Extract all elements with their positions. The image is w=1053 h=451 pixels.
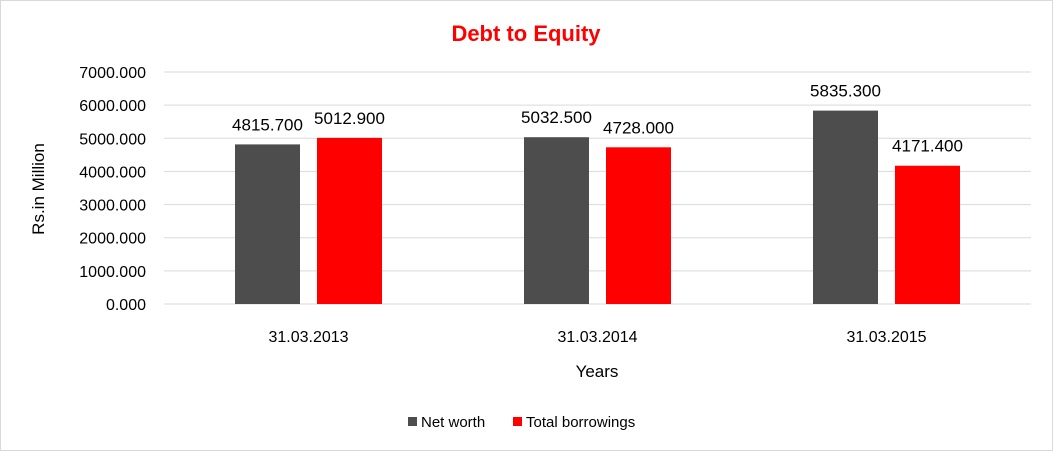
data-label: 5032.500 [521,108,592,127]
data-labels: 4815.700 5012.900 5032.500 4728.000 5835.300… [232,82,963,156]
x-tick-label: 31.03.2013 [268,329,348,346]
data-label: 5012.900 [314,109,385,128]
legend: Net worth Total borrowings [408,414,635,431]
data-label: 5835.300 [810,82,881,101]
y-tick-label: 1000.000 [79,264,146,281]
legend-label: Net worth [421,414,485,431]
y-tick-label: 0.000 [106,297,146,314]
x-axis-title: Years [576,362,619,381]
data-label: 4815.700 [232,115,303,134]
bar-total-borrowings [895,165,960,304]
legend-label: Total borrowings [526,414,635,431]
y-axis-title: Rs.in Million [29,143,48,235]
chart-title: Debt to Equity [451,21,601,46]
gridlines [164,71,1031,305]
x-tick-label: 31.03.2015 [846,329,926,346]
data-label: 4171.400 [892,137,963,156]
bar-net-worth [524,137,589,304]
legend-swatch [513,417,522,426]
x-axis-ticks: 31.03.2013 31.03.2014 31.03.2015 [268,329,926,346]
legend-swatch [408,417,417,426]
bar-net-worth [813,110,878,304]
y-tick-label: 6000.000 [79,98,146,115]
data-label: 4728.000 [603,118,674,137]
bars [235,110,960,304]
y-tick-label: 7000.000 [79,65,146,82]
y-tick-label: 2000.000 [79,231,146,248]
bar-total-borrowings [606,147,671,304]
y-axis-ticks: 0.000 1000.000 2000.000 3000.000 4000.000 500… [79,65,146,314]
bar-net-worth [235,144,300,304]
x-tick-label: 31.03.2014 [557,329,637,346]
y-tick-label: 5000.000 [79,131,146,148]
y-tick-label: 4000.000 [79,164,146,181]
y-tick-label: 3000.000 [79,198,146,215]
bar-total-borrowings [317,137,382,304]
